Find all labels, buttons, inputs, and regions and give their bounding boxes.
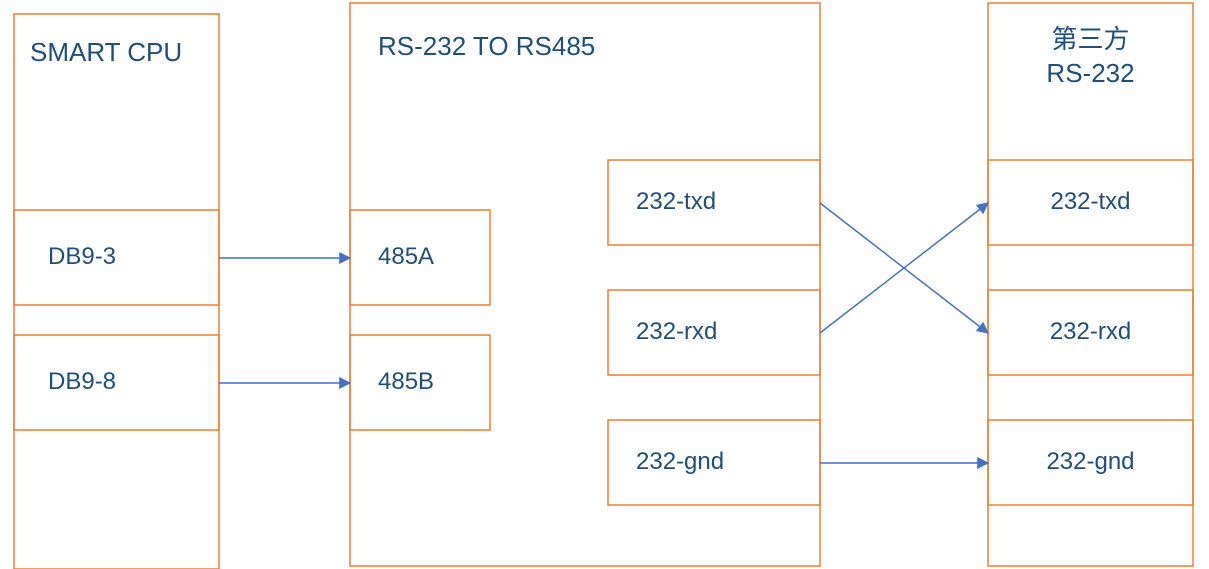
cpu-pin-label-0: DB9-3 xyxy=(48,243,116,270)
converter-title: RS-232 TO RS485 xyxy=(378,31,595,61)
cpu-block xyxy=(14,14,219,569)
converter-right-label-2: 232-gnd xyxy=(636,448,724,475)
cpu-pin-label-1: DB9-8 xyxy=(48,368,116,395)
converter-right-label-0: 232-txd xyxy=(636,188,716,215)
third-pin-label-2: 232-gnd xyxy=(1046,448,1134,475)
cpu-pin-0 xyxy=(14,210,219,305)
third-pin-label-1: 232-rxd xyxy=(1050,318,1131,345)
converter-left-label-1: 485B xyxy=(378,368,434,395)
converter-left-label-0: 485A xyxy=(378,243,434,270)
third-title-2: RS-232 xyxy=(1046,58,1134,88)
third-title-1: 第三方 xyxy=(1051,24,1129,54)
cpu-title: SMART CPU xyxy=(30,37,182,67)
converter-block xyxy=(350,3,820,566)
converter-right-label-1: 232-rxd xyxy=(636,318,717,345)
third-pin-label-0: 232-txd xyxy=(1050,188,1130,215)
cpu-pin-1 xyxy=(14,335,219,430)
